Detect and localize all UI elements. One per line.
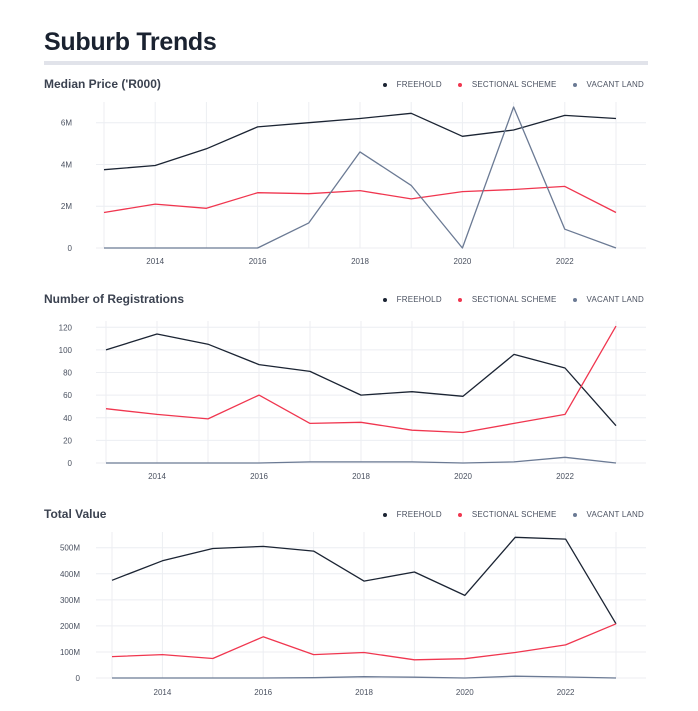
series-line-vacant-land <box>104 106 617 249</box>
y-tick-label: 20 <box>63 436 72 445</box>
x-tick-label: 2014 <box>154 688 172 697</box>
legend-marker <box>457 82 462 87</box>
x-tick-label: 2020 <box>454 472 472 481</box>
x-tick-label: 2018 <box>351 257 369 266</box>
y-tick-label: 500M <box>60 544 80 553</box>
y-tick-label: 60 <box>63 391 72 400</box>
legend-marker <box>572 297 577 302</box>
legend-label: SECTIONAL SCHEME <box>471 80 557 89</box>
legend-marker <box>572 512 577 517</box>
legend-label: SECTIONAL SCHEME <box>471 295 557 304</box>
y-tick-label: 0 <box>68 459 73 468</box>
x-tick-label: 2018 <box>352 472 370 481</box>
chart-legend: FREEHOLD SECTIONAL SCHEME VACANT LAND <box>367 295 644 304</box>
x-tick-label: 2016 <box>250 472 268 481</box>
legend-label: FREEHOLD <box>396 80 442 89</box>
series-line-freehold <box>105 333 617 427</box>
chart-title-total-value: Total Value <box>44 507 107 521</box>
total-value-chart: 0 100M 200M 300M 400M 500M 2014 2016 2018 2020 202… <box>60 532 646 697</box>
x-tick-label: 2018 <box>355 688 373 697</box>
legend-marker <box>457 512 462 517</box>
legend-item-vacant-land: VACANT LAND <box>572 295 644 304</box>
series-line-sectional-scheme <box>111 623 617 661</box>
y-tick-label: 2M <box>61 202 72 211</box>
legend-item-sectional-scheme: SECTIONAL SCHEME <box>457 510 557 519</box>
legend-marker <box>382 82 387 87</box>
x-tick-label: 2020 <box>456 688 474 697</box>
legend-marker <box>382 512 387 517</box>
y-tick-label: 6M <box>61 119 72 128</box>
y-tick-label: 120 <box>59 323 73 332</box>
y-tick-label: 400M <box>60 570 80 579</box>
chart-title-median-price: Median Price ('R000) <box>44 77 161 91</box>
series-line-vacant-land <box>106 456 617 464</box>
legend-item-freehold: FREEHOLD <box>382 80 442 89</box>
y-tick-label: 100M <box>60 648 80 657</box>
series-line-freehold <box>111 536 617 625</box>
x-tick-label: 2016 <box>254 688 272 697</box>
legend-label: FREEHOLD <box>396 510 442 519</box>
page-title: Suburb Trends <box>44 28 217 56</box>
y-tick-label: 300M <box>60 596 80 605</box>
y-tick-label: 40 <box>63 414 72 423</box>
chart-title-registrations: Number of Registrations <box>44 292 185 306</box>
legend-label: VACANT LAND <box>586 295 644 304</box>
x-tick-label: 2020 <box>454 257 472 266</box>
legend-label: SECTIONAL SCHEME <box>471 510 557 519</box>
legend-item-sectional-scheme: SECTIONAL SCHEME <box>457 80 557 89</box>
y-tick-label: 100 <box>59 346 73 355</box>
legend-marker <box>572 82 577 87</box>
registrations-chart: 0 20 40 60 80 100 120 2014 2016 2018 2020 2022 <box>59 321 646 481</box>
legend-label: VACANT LAND <box>586 80 644 89</box>
legend-label: FREEHOLD <box>396 295 442 304</box>
legend-label: VACANT LAND <box>586 510 644 519</box>
legend-item-vacant-land: VACANT LAND <box>572 510 644 519</box>
legend-marker <box>457 297 462 302</box>
y-tick-label: 200M <box>60 622 80 631</box>
legend-item-freehold: FREEHOLD <box>382 295 442 304</box>
y-tick-label: 80 <box>63 369 72 378</box>
chart-legend: FREEHOLD SECTIONAL SCHEME VACANT LAND <box>367 80 644 89</box>
x-tick-label: 2022 <box>557 688 575 697</box>
legend-marker <box>382 297 387 302</box>
x-tick-label: 2014 <box>148 472 166 481</box>
x-tick-label: 2022 <box>556 472 574 481</box>
x-tick-label: 2022 <box>556 257 574 266</box>
chart-legend: FREEHOLD SECTIONAL SCHEME VACANT LAND <box>367 510 644 519</box>
series-line-vacant-land <box>112 675 617 679</box>
y-tick-label: 4M <box>61 160 72 169</box>
legend-item-vacant-land: VACANT LAND <box>572 80 644 89</box>
median-price-chart: 0 2M 4M 6M 2014 2016 2018 2020 2022 <box>61 102 646 266</box>
y-tick-label: 0 <box>76 674 81 683</box>
legend-item-sectional-scheme: SECTIONAL SCHEME <box>457 295 557 304</box>
series-line-sectional-scheme <box>103 185 617 214</box>
y-tick-label: 0 <box>68 244 73 253</box>
x-tick-label: 2014 <box>146 257 164 266</box>
title-divider <box>44 61 648 65</box>
series-line-freehold <box>103 112 617 171</box>
legend-item-freehold: FREEHOLD <box>382 510 442 519</box>
x-tick-label: 2016 <box>249 257 267 266</box>
series-line-sectional-scheme <box>105 325 617 434</box>
